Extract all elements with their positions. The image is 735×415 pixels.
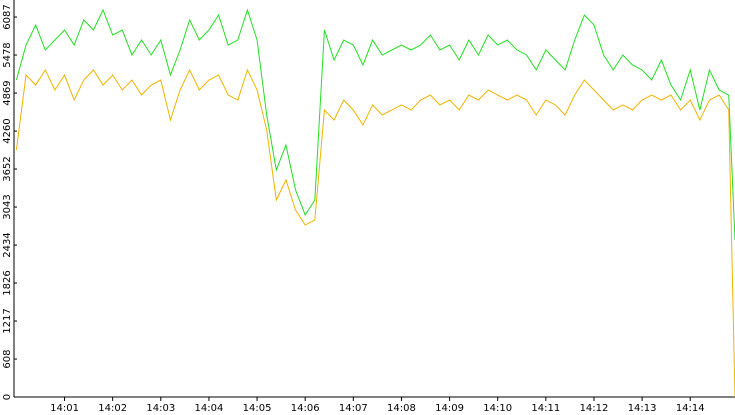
y-tick-label: 2434 <box>2 232 13 257</box>
x-tick-label: 14:08 <box>387 403 416 414</box>
x-tick-label: 14:04 <box>195 403 224 414</box>
y-tick-label: 0 <box>2 394 13 400</box>
y-tick-label: 6087 <box>2 4 13 29</box>
x-tick-label: 14:01 <box>50 403 79 414</box>
x-tick-label: 14:05 <box>243 403 272 414</box>
y-tick-label: 3652 <box>2 156 13 181</box>
x-tick-label: 14:13 <box>628 403 657 414</box>
y-tick-label: 1826 <box>2 270 13 295</box>
x-tick-label: 14:03 <box>146 403 175 414</box>
x-tick-label: 14:12 <box>580 403 609 414</box>
y-tick-label: 4260 <box>2 118 13 143</box>
x-tick-label: 14:14 <box>676 403 705 414</box>
x-tick-label: 14:07 <box>339 403 368 414</box>
x-tick-label: 14:10 <box>483 403 512 414</box>
x-tick-label: 14:11 <box>531 403 560 414</box>
y-tick-label: 1217 <box>2 308 13 333</box>
series-line <box>15 68 735 398</box>
x-tick-label: 14:02 <box>98 403 127 414</box>
y-tick-label: 4869 <box>2 80 13 105</box>
x-tick-label: 14:09 <box>435 403 464 414</box>
y-tick-label: 608 <box>2 350 13 369</box>
x-tick-label: 14:06 <box>291 403 320 414</box>
y-tick-label: 5478 <box>2 42 13 67</box>
y-tick-label: 3043 <box>2 194 13 219</box>
series-line <box>15 8 735 241</box>
